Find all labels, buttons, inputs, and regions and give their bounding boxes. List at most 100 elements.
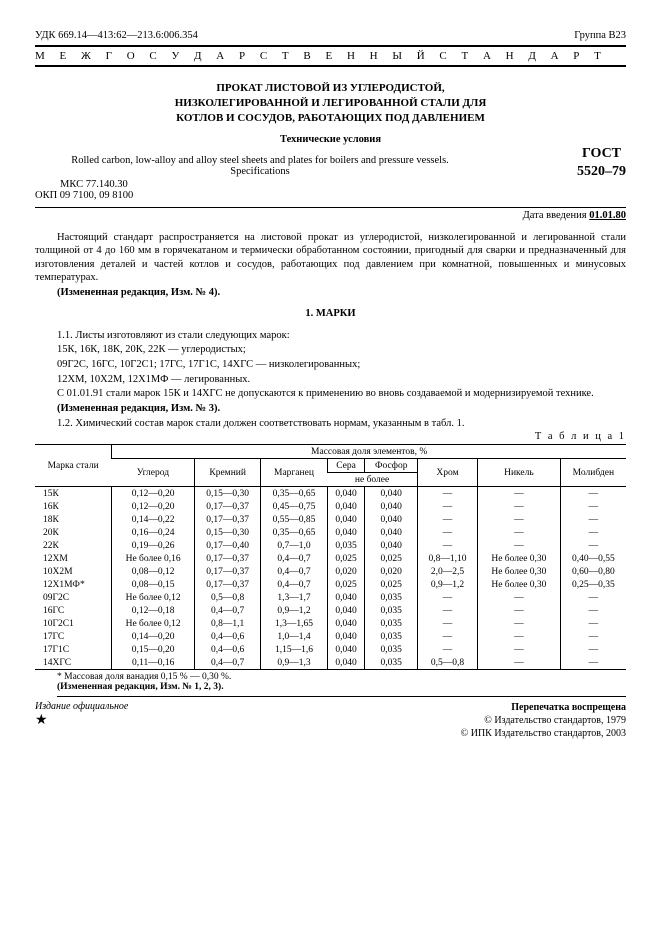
table-label: Т а б л и ц а 1: [35, 431, 626, 442]
table-cell: 0,55—0,85: [261, 513, 327, 526]
table-cell: —: [418, 487, 478, 501]
title-ru-line2: НИЗКОЛЕГИРОВАННОЙ И ЛЕГИРОВАННОЙ СТАЛИ Д…: [35, 96, 626, 111]
th-s: Сера: [327, 459, 365, 473]
table-cell: —: [418, 604, 478, 617]
table-cell: 0,040: [365, 487, 418, 501]
copyright-2003: © ИПК Издательство стандартов, 2003: [461, 727, 626, 740]
table-cell: —: [418, 539, 478, 552]
table-cell: 0,35—0,65: [261, 487, 327, 501]
table-cell: —: [560, 513, 626, 526]
table-row: 17ГС0,14—0,200,4—0,61,0—1,40,0400,035———: [35, 630, 626, 643]
table-cell: 0,5—0,8: [195, 591, 261, 604]
table-cell: 0,9—1,2: [261, 604, 327, 617]
table-cell: 0,8—1,1: [195, 617, 261, 630]
table-cell: 10Г2С1: [35, 617, 112, 630]
para-scope-note: (Измененная редакция, Изм. № 4).: [35, 286, 626, 300]
table-cell: 0,19—0,26: [112, 539, 195, 552]
table-row: 12Х1МФ*0,08—0,150,17—0,370,4—0,70,0250,0…: [35, 578, 626, 591]
table-row: 22К0,19—0,260,17—0,400,7—1,00,0350,040——…: [35, 539, 626, 552]
table-cell: —: [478, 643, 561, 656]
table-cell: 10Х2М: [35, 565, 112, 578]
title-en: Rolled carbon, low-alloy and alloy steel…: [60, 155, 460, 177]
table-cell: —: [560, 656, 626, 670]
table-row: 16ГС0,12—0,180,4—0,70,9—1,20,0400,035———: [35, 604, 626, 617]
table-cell: —: [478, 539, 561, 552]
p-1-1b: 09Г2С, 16ГС, 10Г2С1; 17ГС, 17Г1С, 14ХГС …: [35, 358, 626, 372]
table-cell: —: [478, 630, 561, 643]
table-cell: 0,035: [365, 630, 418, 643]
table-cell: 0,35—0,65: [261, 526, 327, 539]
p-1-1c: 12ХМ, 10Х2М, 12Х1МФ — легированных.: [35, 373, 626, 387]
table-cell: 0,025: [365, 552, 418, 565]
table-cell: 0,4—0,6: [195, 643, 261, 656]
table-cell: —: [560, 604, 626, 617]
table-cell: 0,08—0,15: [112, 578, 195, 591]
table-cell: 0,15—0,20: [112, 643, 195, 656]
table-cell: 0,17—0,40: [195, 539, 261, 552]
table-cell: 0,12—0,18: [112, 604, 195, 617]
table-cell: 0,040: [327, 656, 365, 670]
table-cell: —: [418, 591, 478, 604]
table-cell: 0,040: [327, 591, 365, 604]
table-cell: 0,15—0,30: [195, 487, 261, 501]
copyright-1979: © Издательство стандартов, 1979: [461, 714, 626, 727]
table-cell: 0,040: [327, 630, 365, 643]
table-cell: 14ХГС: [35, 656, 112, 670]
table-cell: 0,040: [365, 513, 418, 526]
table-cell: 1,3—1,7: [261, 591, 327, 604]
table-cell: —: [560, 487, 626, 501]
mkc-code: МКС 77.140.30: [60, 179, 626, 190]
table-cell: 0,040: [327, 604, 365, 617]
table-cell: 0,025: [327, 578, 365, 591]
table-cell: 16К: [35, 500, 112, 513]
table-cell: —: [418, 500, 478, 513]
table-cell: —: [418, 630, 478, 643]
table-row: 12ХМНе более 0,160,17—0,370,4—0,70,0250,…: [35, 552, 626, 565]
group-code: Группа В23: [574, 30, 626, 41]
table-cell: 0,035: [365, 591, 418, 604]
table-cell: 0,16—0,24: [112, 526, 195, 539]
table-cell: 0,60—0,80: [560, 565, 626, 578]
edition-official: Издание официальное: [35, 701, 128, 712]
table-cell: —: [560, 500, 626, 513]
gost-label: ГОСТ: [577, 145, 626, 163]
table-cell: 1,3—1,65: [261, 617, 327, 630]
table-cell: 17ГС: [35, 630, 112, 643]
th-grade: Марка стали: [35, 445, 112, 487]
table-cell: 0,040: [365, 500, 418, 513]
th-p: Фосфор: [365, 459, 418, 473]
table-cell: 0,7—1,0: [261, 539, 327, 552]
p-1-1a: 15К, 16К, 18К, 20К, 22К — углеродистых;: [35, 343, 626, 357]
para-scope: Настоящий стандарт распространяется на л…: [35, 231, 626, 286]
table-cell: 0,9—1,3: [261, 656, 327, 670]
date-intro-label: Дата введения: [523, 210, 590, 221]
th-mn: Марганец: [261, 459, 327, 487]
divider: [35, 207, 626, 208]
table-cell: 15К: [35, 487, 112, 501]
table-cell: 17Г1С: [35, 643, 112, 656]
table-cell: 1,0—1,4: [261, 630, 327, 643]
gost-number: 5520–79: [577, 163, 626, 181]
table-cell: 0,040: [365, 539, 418, 552]
table-row: 14ХГС0,11—0,160,4—0,70,9—1,30,0400,0350,…: [35, 656, 626, 670]
th-mass: Массовая доля элементов, %: [112, 445, 626, 459]
footnote-vanadium: * Массовая доля ванадия 0,15 % — 0,30 %.: [57, 672, 626, 682]
table-cell: 1,15—1,6: [261, 643, 327, 656]
table-cell: 0,040: [327, 643, 365, 656]
table-cell: 09Г2С: [35, 591, 112, 604]
table-cell: 22К: [35, 539, 112, 552]
table-cell: 12Х1МФ*: [35, 578, 112, 591]
p-1-1d: С 01.01.91 стали марок 15К и 14ХГС не до…: [35, 387, 626, 401]
table-cell: Не более 0,16: [112, 552, 195, 565]
table-cell: —: [560, 630, 626, 643]
title-ru-line1: ПРОКАТ ЛИСТОВОЙ ИЗ УГЛЕРОДИСТОЙ,: [35, 81, 626, 96]
title-subtitle: Технические условия: [35, 134, 626, 145]
table-cell: 0,4—0,7: [195, 656, 261, 670]
table-cell: 0,9—1,2: [418, 578, 478, 591]
table-cell: 0,14—0,20: [112, 630, 195, 643]
table-cell: 0,040: [365, 526, 418, 539]
table-cell: 0,17—0,37: [195, 552, 261, 565]
reprint-forbidden: Перепечатка воспрещена: [461, 701, 626, 714]
p-1-2: 1.2. Химический состав марок стали долже…: [35, 417, 626, 431]
table-cell: —: [478, 526, 561, 539]
